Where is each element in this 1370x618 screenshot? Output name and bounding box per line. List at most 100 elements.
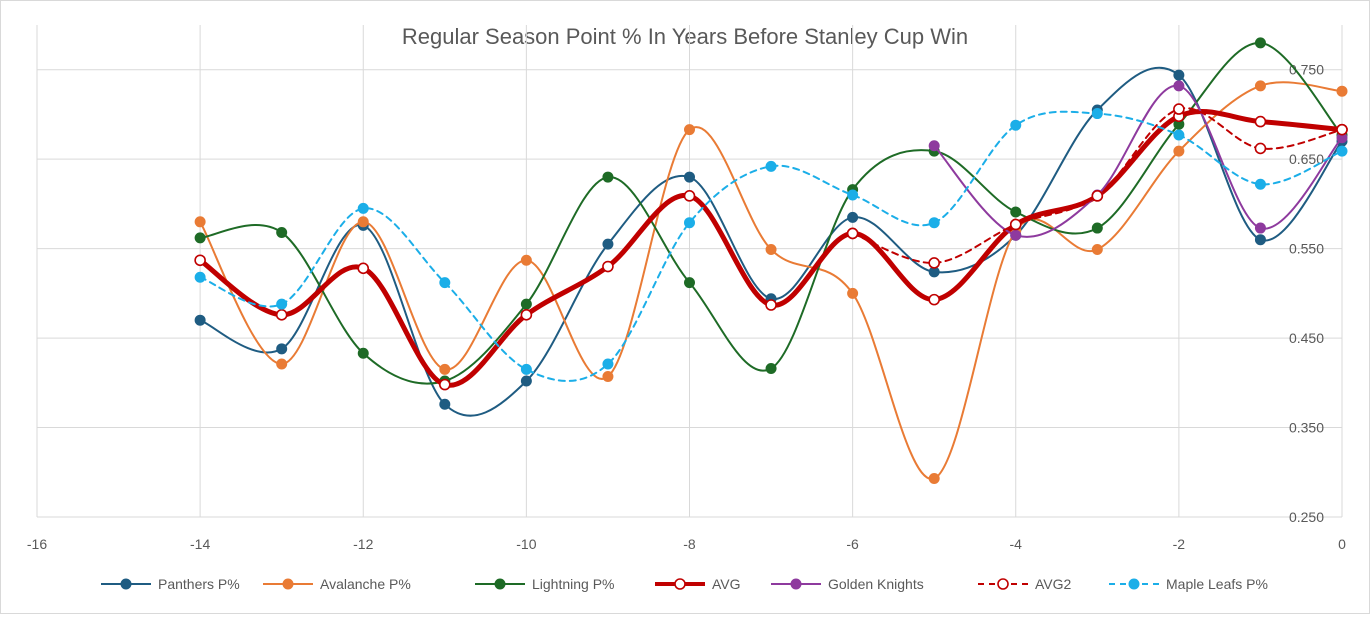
data-point [928, 257, 940, 269]
grid [36, 25, 1343, 518]
legend-label: Panthers P% [158, 576, 240, 592]
data-point [439, 398, 451, 410]
legend-item-avalanche-p: Avalanche P% [263, 576, 411, 592]
data-point [683, 190, 696, 202]
legend-label: AVG [712, 576, 741, 592]
chart-title: Regular Season Point % In Years Before S… [402, 24, 968, 49]
data-point [194, 271, 206, 283]
data-point [684, 277, 695, 289]
series-line [933, 84, 1343, 238]
data-point [928, 217, 940, 229]
legend-item-panthers-p: Panthers P% [101, 576, 240, 592]
legend-swatch-marker [790, 578, 802, 590]
data-point [276, 358, 288, 370]
data-point [357, 202, 369, 214]
data-point [276, 298, 288, 310]
y-tick-label: 0.350 [1289, 420, 1324, 436]
series-line [199, 110, 1343, 382]
legend-swatch-marker [120, 578, 132, 590]
legend-swatch-marker [1128, 578, 1140, 590]
data-point [1254, 234, 1266, 246]
legend: Panthers P% Avalanche P% Lightning P% AVG Go… [101, 576, 1268, 592]
data-point [1173, 80, 1185, 92]
legend-label: Maple Leafs P% [1166, 576, 1268, 592]
legend-swatch-marker [997, 578, 1009, 590]
data-point [357, 347, 369, 359]
data-point [194, 254, 206, 267]
data-point [602, 238, 614, 250]
data-point [194, 232, 206, 244]
data-point [847, 211, 859, 223]
x-tick-label: -4 [1010, 536, 1023, 552]
legend-swatch-marker [674, 578, 686, 590]
legend-label: Golden Knights [828, 576, 924, 592]
data-point [1010, 206, 1022, 218]
data-point [1091, 222, 1103, 234]
data-point [439, 378, 451, 391]
data-point [520, 363, 532, 375]
data-point [684, 171, 695, 183]
x-tick-label: -10 [516, 536, 536, 552]
series-line [197, 109, 1345, 388]
data-point [439, 363, 451, 375]
y-tick-label: 0.550 [1289, 241, 1324, 257]
data-point [1009, 218, 1022, 231]
legend-swatch-marker [282, 578, 294, 590]
data-point [602, 371, 614, 383]
data-point [520, 298, 532, 310]
series-lightning-p [194, 37, 1348, 387]
axis-labels: -16 -14 -12 -10 -8 -6 -4 -2 0 0.250 0.350 0.450 0.55… [27, 62, 1346, 552]
legend-label: Lightning P% [532, 576, 615, 592]
data-point [1091, 244, 1103, 256]
legend-label: AVG2 [1035, 576, 1072, 592]
data-point [1254, 222, 1266, 234]
data-point [276, 343, 288, 355]
series-line [199, 81, 1343, 480]
series-layer [194, 37, 1348, 485]
legend-item-maple-leafs-p: Maple Leafs P% [1109, 576, 1268, 592]
data-point [1010, 229, 1022, 241]
legend-item-golden-knights: Golden Knights [771, 576, 924, 592]
data-point [1254, 142, 1267, 155]
data-point [765, 244, 777, 256]
x-tick-label: -12 [353, 536, 373, 552]
legend-swatch-marker [494, 578, 506, 590]
data-point [1091, 108, 1103, 120]
data-point [1010, 119, 1022, 131]
data-point [1173, 69, 1185, 81]
series-avalanche-p [194, 80, 1348, 485]
data-point [520, 254, 532, 266]
series-maple-leafs-p [194, 108, 1348, 382]
y-tick-label: 0.250 [1289, 509, 1324, 525]
legend-item-avg2: AVG2 [978, 576, 1072, 592]
x-tick-label: -2 [1173, 536, 1186, 552]
data-point [1173, 103, 1185, 115]
data-point [847, 189, 859, 201]
data-point [1173, 145, 1185, 157]
series-line [199, 66, 1343, 417]
data-point [194, 216, 206, 228]
data-point [928, 473, 940, 485]
data-point [765, 299, 777, 311]
series-line [199, 41, 1343, 385]
data-point [276, 227, 288, 239]
data-point [275, 309, 288, 321]
y-tick-label: 0.650 [1289, 151, 1324, 167]
data-point [1254, 178, 1266, 190]
x-tick-label: -8 [683, 536, 696, 552]
data-point [1254, 80, 1266, 92]
legend-item-lightning-p: Lightning P% [475, 576, 615, 592]
data-point [684, 124, 695, 136]
x-tick-label: 0 [1338, 536, 1346, 552]
data-point [928, 140, 940, 152]
data-point [602, 358, 614, 370]
data-point [1173, 129, 1185, 141]
data-point [194, 314, 206, 326]
data-point [520, 375, 532, 387]
data-point [1336, 85, 1348, 97]
data-point [1336, 145, 1348, 157]
x-tick-label: -16 [27, 536, 47, 552]
data-point [1254, 115, 1267, 128]
